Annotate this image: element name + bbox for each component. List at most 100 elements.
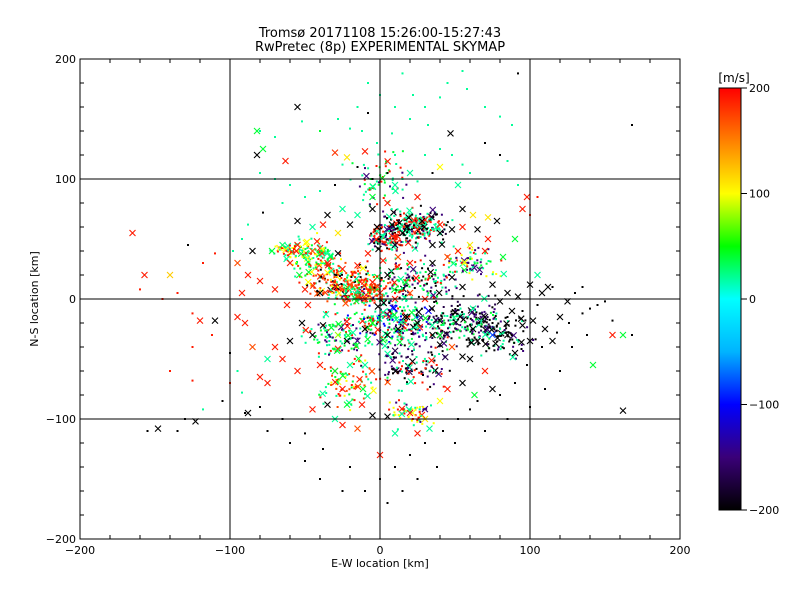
data-point [418,419,421,422]
data-point [596,304,599,306]
data-point [390,240,393,243]
data-point [436,317,439,320]
data-point [401,176,404,179]
data-point [454,309,457,312]
data-point [428,233,431,236]
data-point [391,368,394,370]
data-point [373,286,376,289]
data-point [387,230,390,232]
data-point-x [503,320,510,328]
data-point-x [309,282,317,289]
data-point [411,226,414,229]
data-point [401,223,404,226]
data-point [334,297,337,299]
data-point [480,325,483,328]
data-point [335,281,338,284]
data-point [456,300,459,303]
data-point [334,289,337,292]
data-point-x [389,304,397,312]
data-point [416,419,419,421]
data-point [385,230,388,233]
data-point [452,322,455,325]
data-point [386,308,389,311]
data-point [395,304,398,307]
data-point [423,234,426,237]
data-point [424,221,427,224]
data-point-x [448,343,456,351]
data-point [485,275,488,278]
data-point [262,211,264,214]
data-point [331,291,334,294]
data-point [319,329,322,332]
data-point-x [409,357,416,365]
data-point [419,285,422,287]
data-point-x [359,385,367,393]
data-point [333,276,336,279]
data-point [411,318,414,321]
data-point [310,237,313,240]
data-point [365,293,368,296]
data-point [351,162,354,165]
data-point [395,268,398,271]
data-point [382,230,385,233]
data-point [386,172,389,174]
data-point-x [259,145,267,153]
data-point [414,219,417,222]
data-point [391,278,394,281]
data-point [353,399,356,402]
data-point [468,272,471,275]
data-point-x [339,265,346,273]
data-point [323,278,326,281]
data-point [402,281,405,284]
data-point [455,256,458,259]
data-point [319,396,322,399]
data-point [415,237,417,240]
data-point [247,223,249,226]
data-point [346,276,349,279]
data-point [317,240,320,243]
data-point [371,343,374,346]
data-point [325,281,328,284]
data-point [382,280,385,283]
data-point-x [384,378,392,386]
data-point [422,360,425,362]
data-point [419,406,421,409]
data-point [404,272,407,275]
data-point [422,215,425,218]
data-point [340,270,343,273]
data-point [414,261,417,264]
data-point-x [388,232,396,240]
data-point-x [324,249,331,257]
data-point [449,313,452,316]
data-point [380,296,383,299]
data-point [493,316,496,319]
data-point [396,320,399,323]
data-point [473,261,476,264]
data-point-x [500,270,508,278]
data-point [336,323,339,325]
data-point-x [529,317,537,324]
data-point [352,281,355,284]
data-point-x [440,339,448,347]
data-point [449,319,451,322]
data-point [445,224,448,227]
data-point-x [401,313,409,321]
data-point [438,327,441,330]
data-point [363,178,366,181]
data-point [440,213,443,216]
data-point [401,309,404,312]
data-point [399,368,402,371]
data-point-x [354,425,361,432]
data-point [432,315,435,318]
data-point-x [398,405,406,413]
data-point [381,311,384,314]
data-point [409,293,412,296]
data-point [491,273,494,276]
data-point [281,247,284,250]
data-point [355,291,358,294]
data-point-x [391,241,399,249]
data-point [403,225,406,228]
data-point [334,313,337,316]
data-point [401,365,403,368]
data-point [401,327,404,330]
